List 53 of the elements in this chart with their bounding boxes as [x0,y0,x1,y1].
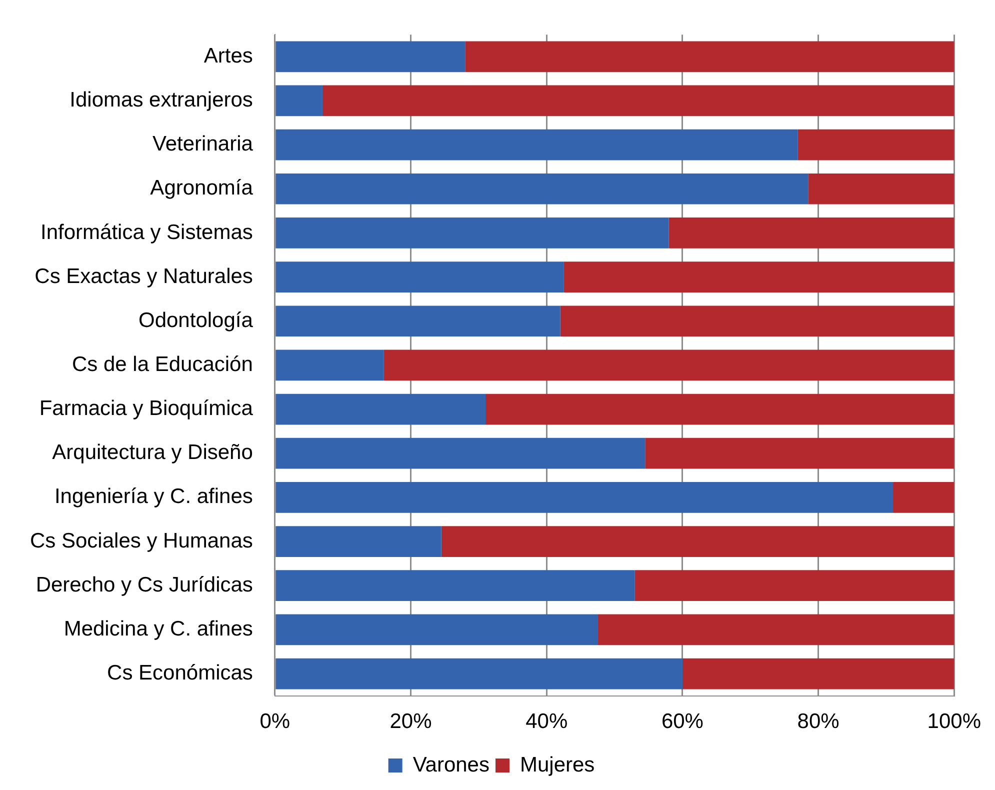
bar [485,394,954,425]
bar [564,262,954,292]
x-tick-label: 40% [526,710,568,734]
y-tick-label: Ingeniería y C. afines [54,485,253,508]
bar [808,173,954,204]
bar [276,129,798,160]
bar [276,173,808,204]
y-tick-label: Arquitectura y Diseño [52,441,253,464]
bar [465,41,954,72]
bar [276,614,598,646]
x-tick-label: 100% [927,710,982,734]
bar [276,526,442,557]
y-tick-label: Artes [204,44,253,68]
bar [634,570,954,602]
bar [276,262,564,292]
x-tick-label: 60% [661,710,704,734]
legend-label: Varones [412,753,490,776]
bar [560,306,954,337]
y-tick-label: Derecho y Cs Jurídicas [36,573,253,596]
bar [682,658,954,690]
y-tick-label: Veterinaria [152,132,254,156]
y-tick-label: Cs Exactas y Naturales [34,264,253,288]
y-tick-label: Cs de la Educación [72,352,253,376]
bar [276,658,682,690]
y-tick-label: Medicina y C. afines [64,617,253,640]
bar [276,41,466,72]
y-tick-label: Cs Sociales y Humanas [30,529,253,552]
legend-label: Mujeres [520,753,595,776]
y-tick-label: Informática y Sistemas [40,220,253,244]
bar [276,218,669,248]
bar [798,129,954,160]
x-tick-label: 80% [797,710,840,734]
bar [276,306,560,337]
bar [384,350,954,381]
bar [276,394,486,425]
bar [645,438,954,469]
bar [322,85,954,116]
x-tick-label: 20% [390,710,432,734]
x-tick-label: 0% [260,710,290,734]
y-tick-label: Cs Económicas [107,662,253,685]
bar [441,526,954,557]
y-tick-label: Farmacia y Bioquímica [39,397,254,420]
bar [893,482,954,513]
bar [598,614,954,646]
bar [276,570,635,602]
y-tick-label: Odontología [138,308,254,332]
bar [276,350,384,381]
bar [276,85,322,116]
bar [276,482,894,513]
y-tick-label: Agronomía [150,176,254,200]
bar [668,218,954,248]
bar [276,438,646,469]
y-tick-label: Idiomas extranjeros [70,88,253,112]
